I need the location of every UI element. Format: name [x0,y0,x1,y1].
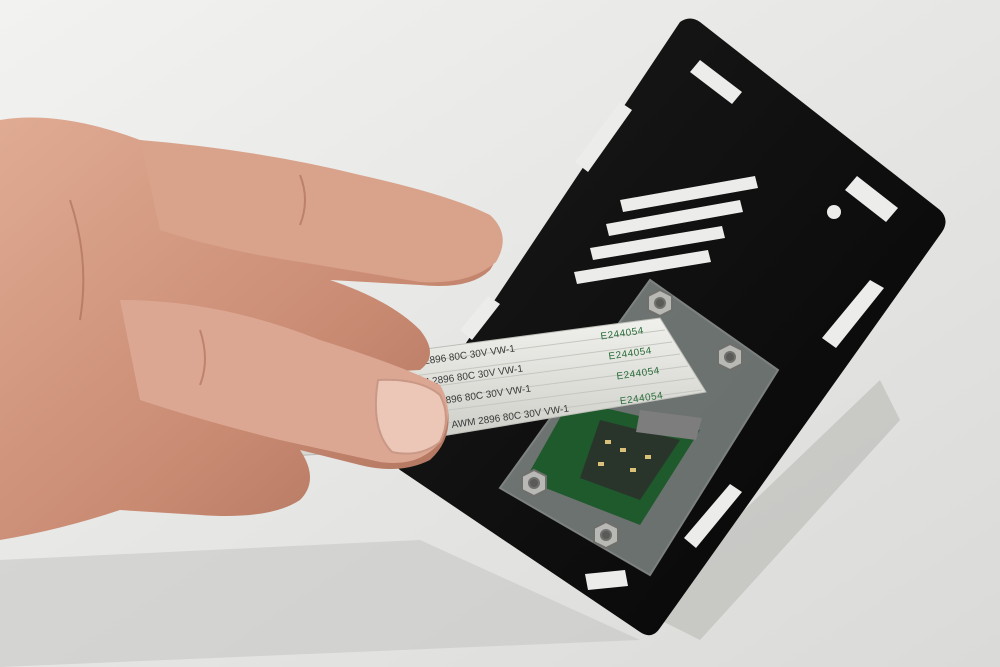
plate-shadow [640,380,900,640]
index-finger [140,140,503,283]
hand-shadow [0,540,640,667]
hex-nut-left [521,468,547,498]
ribbon-connector [636,410,702,440]
hex-nut-right [717,342,743,372]
hex-nuts [521,288,743,550]
camera-module-pcb [525,400,702,525]
plate-slots [460,60,898,590]
thumbnail [374,378,447,455]
hex-nut-bottom [593,520,619,550]
hex-nut-top [647,288,673,318]
hand [0,117,503,540]
